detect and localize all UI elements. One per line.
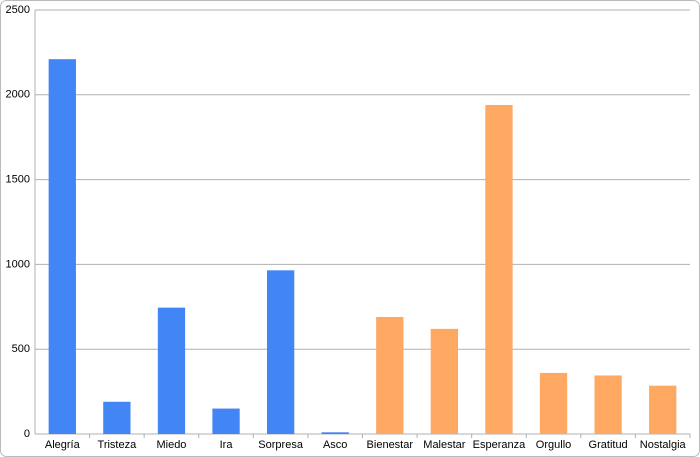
x-tick-label: Malestar <box>423 439 466 451</box>
bar <box>321 432 349 434</box>
y-tick-label: 500 <box>12 343 30 355</box>
x-tick-label: Esperanza <box>473 439 526 451</box>
y-tick-label: 2000 <box>6 89 30 101</box>
bar <box>594 375 622 434</box>
bar <box>48 59 76 435</box>
x-tick-label: Tristeza <box>98 439 138 451</box>
bar <box>539 372 568 434</box>
y-tick-label: 1000 <box>6 258 30 270</box>
bar <box>649 385 677 434</box>
bar <box>212 408 240 434</box>
bar <box>376 316 404 434</box>
y-tick-label: 2500 <box>6 4 30 16</box>
x-tick-label: Asco <box>323 439 347 451</box>
bar <box>103 401 131 434</box>
x-tick-label: Miedo <box>156 439 186 451</box>
bar <box>157 307 186 434</box>
x-tick-label: Bienestar <box>367 439 414 451</box>
y-tick-label: 1500 <box>6 174 30 186</box>
x-tick-label: Ira <box>220 439 234 451</box>
bar <box>485 104 513 434</box>
y-tick-label: 0 <box>24 428 30 440</box>
x-tick-label: Sorpresa <box>258 439 304 451</box>
bar <box>266 270 295 434</box>
bar <box>430 328 459 434</box>
x-tick-label: Alegría <box>45 439 81 451</box>
x-tick-label: Orgullo <box>536 439 571 451</box>
x-tick-label: Nostalgia <box>640 439 687 451</box>
x-tick-label: Gratitud <box>589 439 628 451</box>
